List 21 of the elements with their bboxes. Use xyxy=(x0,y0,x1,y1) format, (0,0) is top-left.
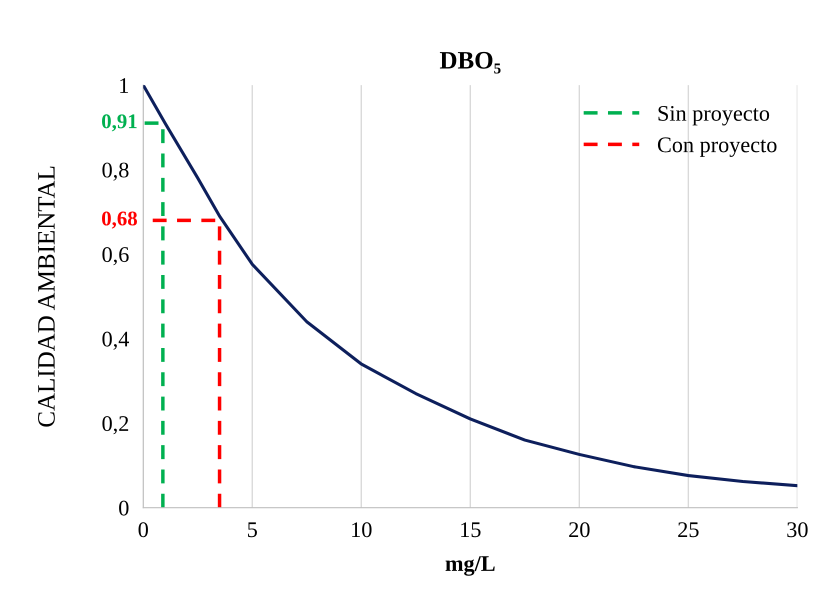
y-tick-label: 0 xyxy=(119,500,129,516)
line-series xyxy=(143,85,798,488)
y-tick-label: 0,8 xyxy=(102,162,129,181)
y-tick-label: 0,4 xyxy=(102,332,130,350)
chart-title: DBO₅ xyxy=(440,52,501,74)
y-axis-title: CALIDAD AMBIENTAL xyxy=(38,166,55,427)
y-tick-label: 0,2 xyxy=(102,416,128,434)
x-axis-title: mg/L xyxy=(446,556,495,576)
x-tick-label: 5 xyxy=(248,522,257,538)
annotation: 0,68 xyxy=(102,211,137,229)
x-tick-label: 30 xyxy=(787,522,808,538)
y-tick-label: 0,6 xyxy=(102,247,129,266)
legend-label: Sin proyecto xyxy=(658,106,770,126)
x-tick-label: 0 xyxy=(138,522,148,538)
x-tick-label: 20 xyxy=(569,522,590,538)
x-tick-label: 25 xyxy=(678,522,699,538)
x-tick-label: 10 xyxy=(352,522,372,538)
x-tick-label: 15 xyxy=(461,522,481,538)
annotation: 0,91 xyxy=(102,114,137,132)
y-tick-label: 1 xyxy=(120,78,128,93)
legend-label: Con proyecto xyxy=(658,137,777,157)
